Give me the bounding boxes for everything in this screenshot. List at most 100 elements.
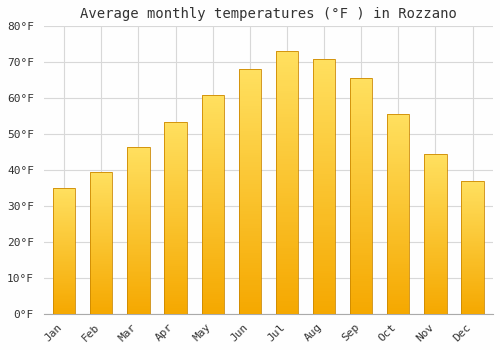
Bar — [238, 69, 261, 72]
Bar — [276, 67, 298, 70]
Bar — [387, 200, 409, 202]
Bar — [276, 230, 298, 233]
Bar — [90, 220, 112, 222]
Bar — [462, 287, 484, 289]
Bar — [313, 135, 335, 138]
Bar — [313, 59, 335, 61]
Bar — [90, 229, 112, 230]
Bar — [90, 212, 112, 213]
Bar — [90, 199, 112, 200]
Bar — [462, 269, 484, 270]
Bar — [90, 276, 112, 277]
Bar — [164, 141, 186, 143]
Bar — [462, 234, 484, 236]
Bar — [276, 312, 298, 314]
Bar — [202, 226, 224, 229]
Bar — [202, 189, 224, 191]
Bar — [276, 214, 298, 217]
Bar — [127, 274, 150, 275]
Bar — [127, 309, 150, 311]
Bar — [313, 176, 335, 179]
Bar — [164, 268, 186, 270]
Bar — [202, 193, 224, 196]
Bar — [424, 272, 446, 274]
Bar — [424, 201, 446, 202]
Bar — [387, 188, 409, 190]
Bar — [164, 245, 186, 247]
Bar — [127, 192, 150, 194]
Bar — [127, 267, 150, 269]
Bar — [350, 152, 372, 154]
Bar — [350, 246, 372, 248]
Bar — [276, 138, 298, 141]
Bar — [276, 133, 298, 135]
Bar — [202, 229, 224, 231]
Bar — [53, 278, 75, 279]
Bar — [164, 179, 186, 181]
Bar — [127, 289, 150, 290]
Bar — [276, 264, 298, 267]
Bar — [462, 247, 484, 249]
Bar — [387, 114, 409, 314]
Bar — [90, 217, 112, 219]
Bar — [127, 311, 150, 312]
Bar — [350, 88, 372, 90]
Bar — [127, 299, 150, 301]
Bar — [127, 272, 150, 274]
Bar — [387, 184, 409, 186]
Bar — [350, 107, 372, 109]
Bar — [313, 94, 335, 97]
Bar — [53, 235, 75, 236]
Bar — [238, 113, 261, 116]
Bar — [202, 121, 224, 123]
Bar — [53, 256, 75, 257]
Bar — [53, 240, 75, 241]
Bar — [164, 262, 186, 264]
Bar — [313, 197, 335, 199]
Bar — [276, 228, 298, 230]
Bar — [238, 77, 261, 79]
Bar — [424, 301, 446, 303]
Bar — [462, 279, 484, 281]
Bar — [127, 229, 150, 230]
Bar — [462, 236, 484, 237]
Bar — [127, 209, 150, 210]
Bar — [462, 253, 484, 254]
Bar — [462, 281, 484, 282]
Bar — [313, 202, 335, 204]
Bar — [238, 243, 261, 246]
Bar — [387, 122, 409, 124]
Bar — [350, 140, 372, 142]
Bar — [462, 196, 484, 197]
Bar — [276, 254, 298, 256]
Bar — [238, 302, 261, 304]
Bar — [164, 256, 186, 258]
Bar — [313, 294, 335, 296]
Bar — [90, 228, 112, 229]
Bar — [276, 135, 298, 138]
Bar — [90, 267, 112, 268]
Bar — [238, 150, 261, 153]
Bar — [424, 162, 446, 163]
Bar — [313, 271, 335, 273]
Bar — [350, 104, 372, 107]
Bar — [462, 209, 484, 210]
Bar — [424, 239, 446, 240]
Bar — [202, 127, 224, 130]
Bar — [127, 234, 150, 236]
Bar — [164, 243, 186, 245]
Bar — [90, 247, 112, 248]
Bar — [202, 94, 224, 314]
Bar — [387, 242, 409, 244]
Bar — [313, 64, 335, 66]
Bar — [424, 288, 446, 290]
Bar — [238, 204, 261, 206]
Bar — [276, 233, 298, 235]
Bar — [424, 155, 446, 157]
Bar — [276, 167, 298, 170]
Bar — [90, 263, 112, 264]
Bar — [164, 237, 186, 239]
Bar — [238, 177, 261, 180]
Bar — [276, 141, 298, 144]
Bar — [387, 150, 409, 152]
